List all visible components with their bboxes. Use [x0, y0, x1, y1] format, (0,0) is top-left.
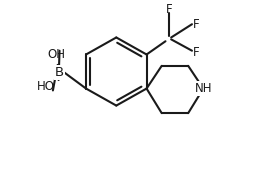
Text: F: F — [192, 46, 199, 59]
Text: HO: HO — [37, 80, 55, 93]
Text: B: B — [55, 66, 64, 79]
Text: F: F — [192, 18, 199, 31]
Text: NH: NH — [195, 82, 212, 95]
Text: OH: OH — [48, 48, 66, 61]
Text: F: F — [166, 3, 173, 16]
